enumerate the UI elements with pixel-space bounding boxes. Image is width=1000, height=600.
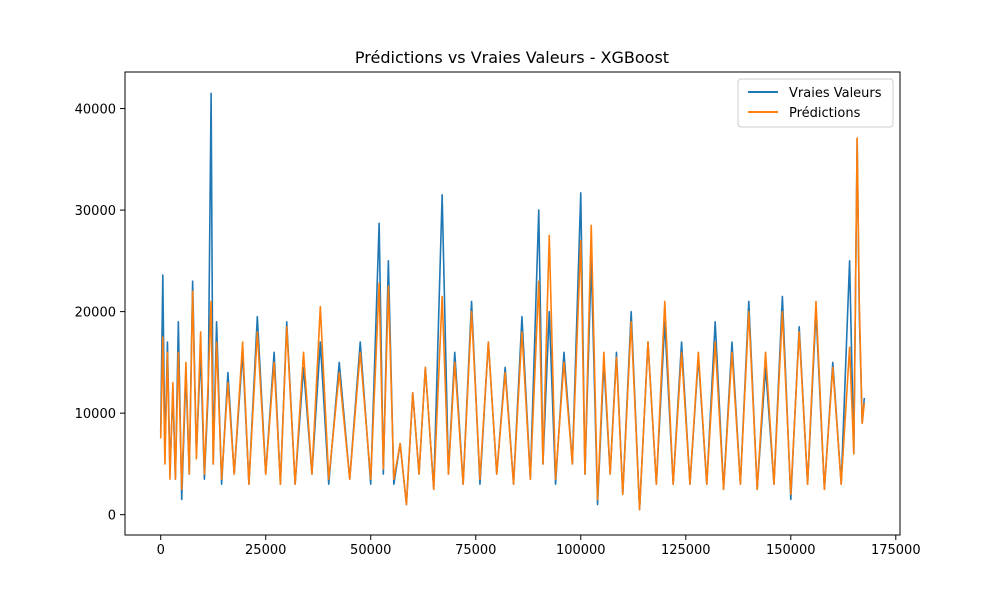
chart-title: Prédictions vs Vraies Valeurs - XGBoost xyxy=(355,48,669,67)
series-line-predictions xyxy=(159,137,866,511)
plot-frame xyxy=(124,71,901,536)
series-layer xyxy=(159,92,866,511)
y-tick-label: 40000 xyxy=(75,103,116,118)
legend: Vraies Valeurs Prédictions xyxy=(737,78,894,128)
x-tick-label: 125000 xyxy=(661,543,711,558)
x-tick-label: 0 xyxy=(157,543,165,558)
plot-area-background xyxy=(125,72,900,535)
legend-label-vraies-valeurs: Vraies Valeurs xyxy=(789,86,882,101)
x-tick-label: 25000 xyxy=(245,543,286,558)
x-tick-label: 100000 xyxy=(556,543,606,558)
x-axis-ticks: 0 25000 50000 75000 100000 125000 150000 175000 xyxy=(157,535,921,558)
x-tick-label: 175000 xyxy=(871,543,921,558)
x-tick-label: 150000 xyxy=(766,543,816,558)
y-tick-label: 20000 xyxy=(75,306,116,321)
x-tick-label: 75000 xyxy=(455,543,496,558)
y-tick-label: 0 xyxy=(108,509,116,524)
x-tick-label: 50000 xyxy=(350,543,391,558)
y-tick-label: 30000 xyxy=(75,204,116,219)
y-axis-ticks: 0 10000 20000 30000 40000 xyxy=(75,103,125,524)
legend-label-predictions: Prédictions xyxy=(789,106,861,121)
y-tick-label: 10000 xyxy=(75,407,116,422)
